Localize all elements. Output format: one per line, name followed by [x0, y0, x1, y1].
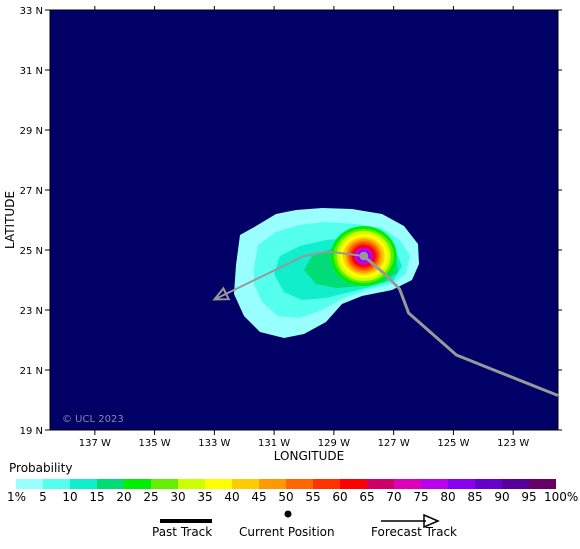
lon-tick-label: 137 W — [79, 438, 111, 449]
legend-swatch — [205, 479, 232, 489]
lat-tick-label: 33 N — [20, 6, 43, 17]
current-position-key-dot — [284, 510, 292, 518]
legend-swatch — [232, 479, 259, 489]
forecast-track-arrowhead — [212, 286, 231, 301]
legend-swatch — [151, 479, 178, 489]
legend-label: 1% — [7, 490, 27, 504]
legend-label: 85 — [467, 490, 483, 504]
legend-swatch — [421, 479, 448, 489]
lat-tick-label: 19 N — [20, 426, 43, 437]
legend-label: 90 — [494, 490, 510, 504]
legend-label: 25 — [143, 490, 159, 504]
lon-tick-label: 127 W — [378, 438, 410, 449]
legend-swatch — [70, 479, 97, 489]
legend-label: 75 — [413, 490, 429, 504]
legend-title: Probability — [9, 461, 73, 475]
legend-swatch — [97, 479, 124, 489]
legend-label: 65 — [359, 490, 375, 504]
lon-tick-label: 129 W — [318, 438, 350, 449]
lon-tick-label: 123 W — [497, 438, 529, 449]
legend-label: 50 — [278, 490, 294, 504]
legend-label: 10 — [62, 490, 78, 504]
probability-labels: 1% 5 10 15 20 25 30 35 40 45 50 55 60 65 70 75 80 85 90 95 1… — [0, 490, 580, 504]
legend-label: 30 — [170, 490, 186, 504]
legend-swatch — [340, 479, 367, 489]
legend-label: 95 — [521, 490, 537, 504]
current-position-marker — [359, 251, 369, 261]
lon-tick-label: 131 W — [258, 438, 290, 449]
legend-label: 35 — [197, 490, 213, 504]
legend-swatch — [475, 479, 502, 489]
legend-swatch — [178, 479, 205, 489]
legend-swatch — [367, 479, 394, 489]
legend-label: 15 — [89, 490, 105, 504]
copyright-label: © UCL 2023 — [62, 414, 124, 425]
lat-tick-label: 31 N — [20, 66, 43, 77]
past-track-key-label: Past Track — [152, 525, 213, 539]
legend-label: 80 — [440, 490, 456, 504]
track-key-graphics — [160, 510, 440, 529]
legend-label: 55 — [305, 490, 321, 504]
legend-swatch — [313, 479, 340, 489]
legend-label: 60 — [332, 490, 348, 504]
lat-tick-label: 29 N — [20, 126, 43, 137]
legend-swatch — [529, 479, 556, 489]
legend-label: 45 — [251, 490, 267, 504]
legend-swatch — [43, 479, 70, 489]
forecast-track-line — [213, 250, 364, 301]
legend-label: 20 — [116, 490, 132, 504]
lat-tick-label: 27 N — [20, 186, 43, 197]
current-position-key-label: Current Position — [239, 525, 335, 539]
legend-swatch — [259, 479, 286, 489]
forecast-track-key-arrowhead — [423, 513, 440, 529]
lon-tick-label: 133 W — [198, 438, 230, 449]
lon-tick-label: 135 W — [139, 438, 171, 449]
lon-tick-label: 125 W — [437, 438, 469, 449]
legend-label: 70 — [386, 490, 402, 504]
legend-swatch — [394, 479, 421, 489]
storm-tracks — [212, 250, 559, 397]
probability-color-bar — [16, 479, 556, 489]
legend-swatch — [286, 479, 313, 489]
x-axis-title: LONGITUDE — [274, 449, 344, 463]
y-axis-title: LATITUDE — [3, 191, 17, 249]
legend-swatch — [448, 479, 475, 489]
lat-tick-label: 25 N — [20, 246, 43, 257]
lat-tick-label: 23 N — [20, 306, 43, 317]
axis-ticks: 19 N 21 N 23 N 25 N 27 N 29 N 31 N 33 N 137 W 135… — [20, 6, 562, 449]
legend-label: 40 — [224, 490, 240, 504]
legend-swatch — [502, 479, 529, 489]
forecast-track-key-label: Forecast Track — [371, 525, 457, 539]
legend-label: 100% — [544, 490, 579, 504]
legend-label: 5 — [39, 490, 47, 504]
legend-swatch — [16, 479, 43, 489]
legend-swatch — [124, 479, 151, 489]
lat-tick-label: 21 N — [20, 366, 43, 377]
past-track-line — [362, 254, 559, 397]
